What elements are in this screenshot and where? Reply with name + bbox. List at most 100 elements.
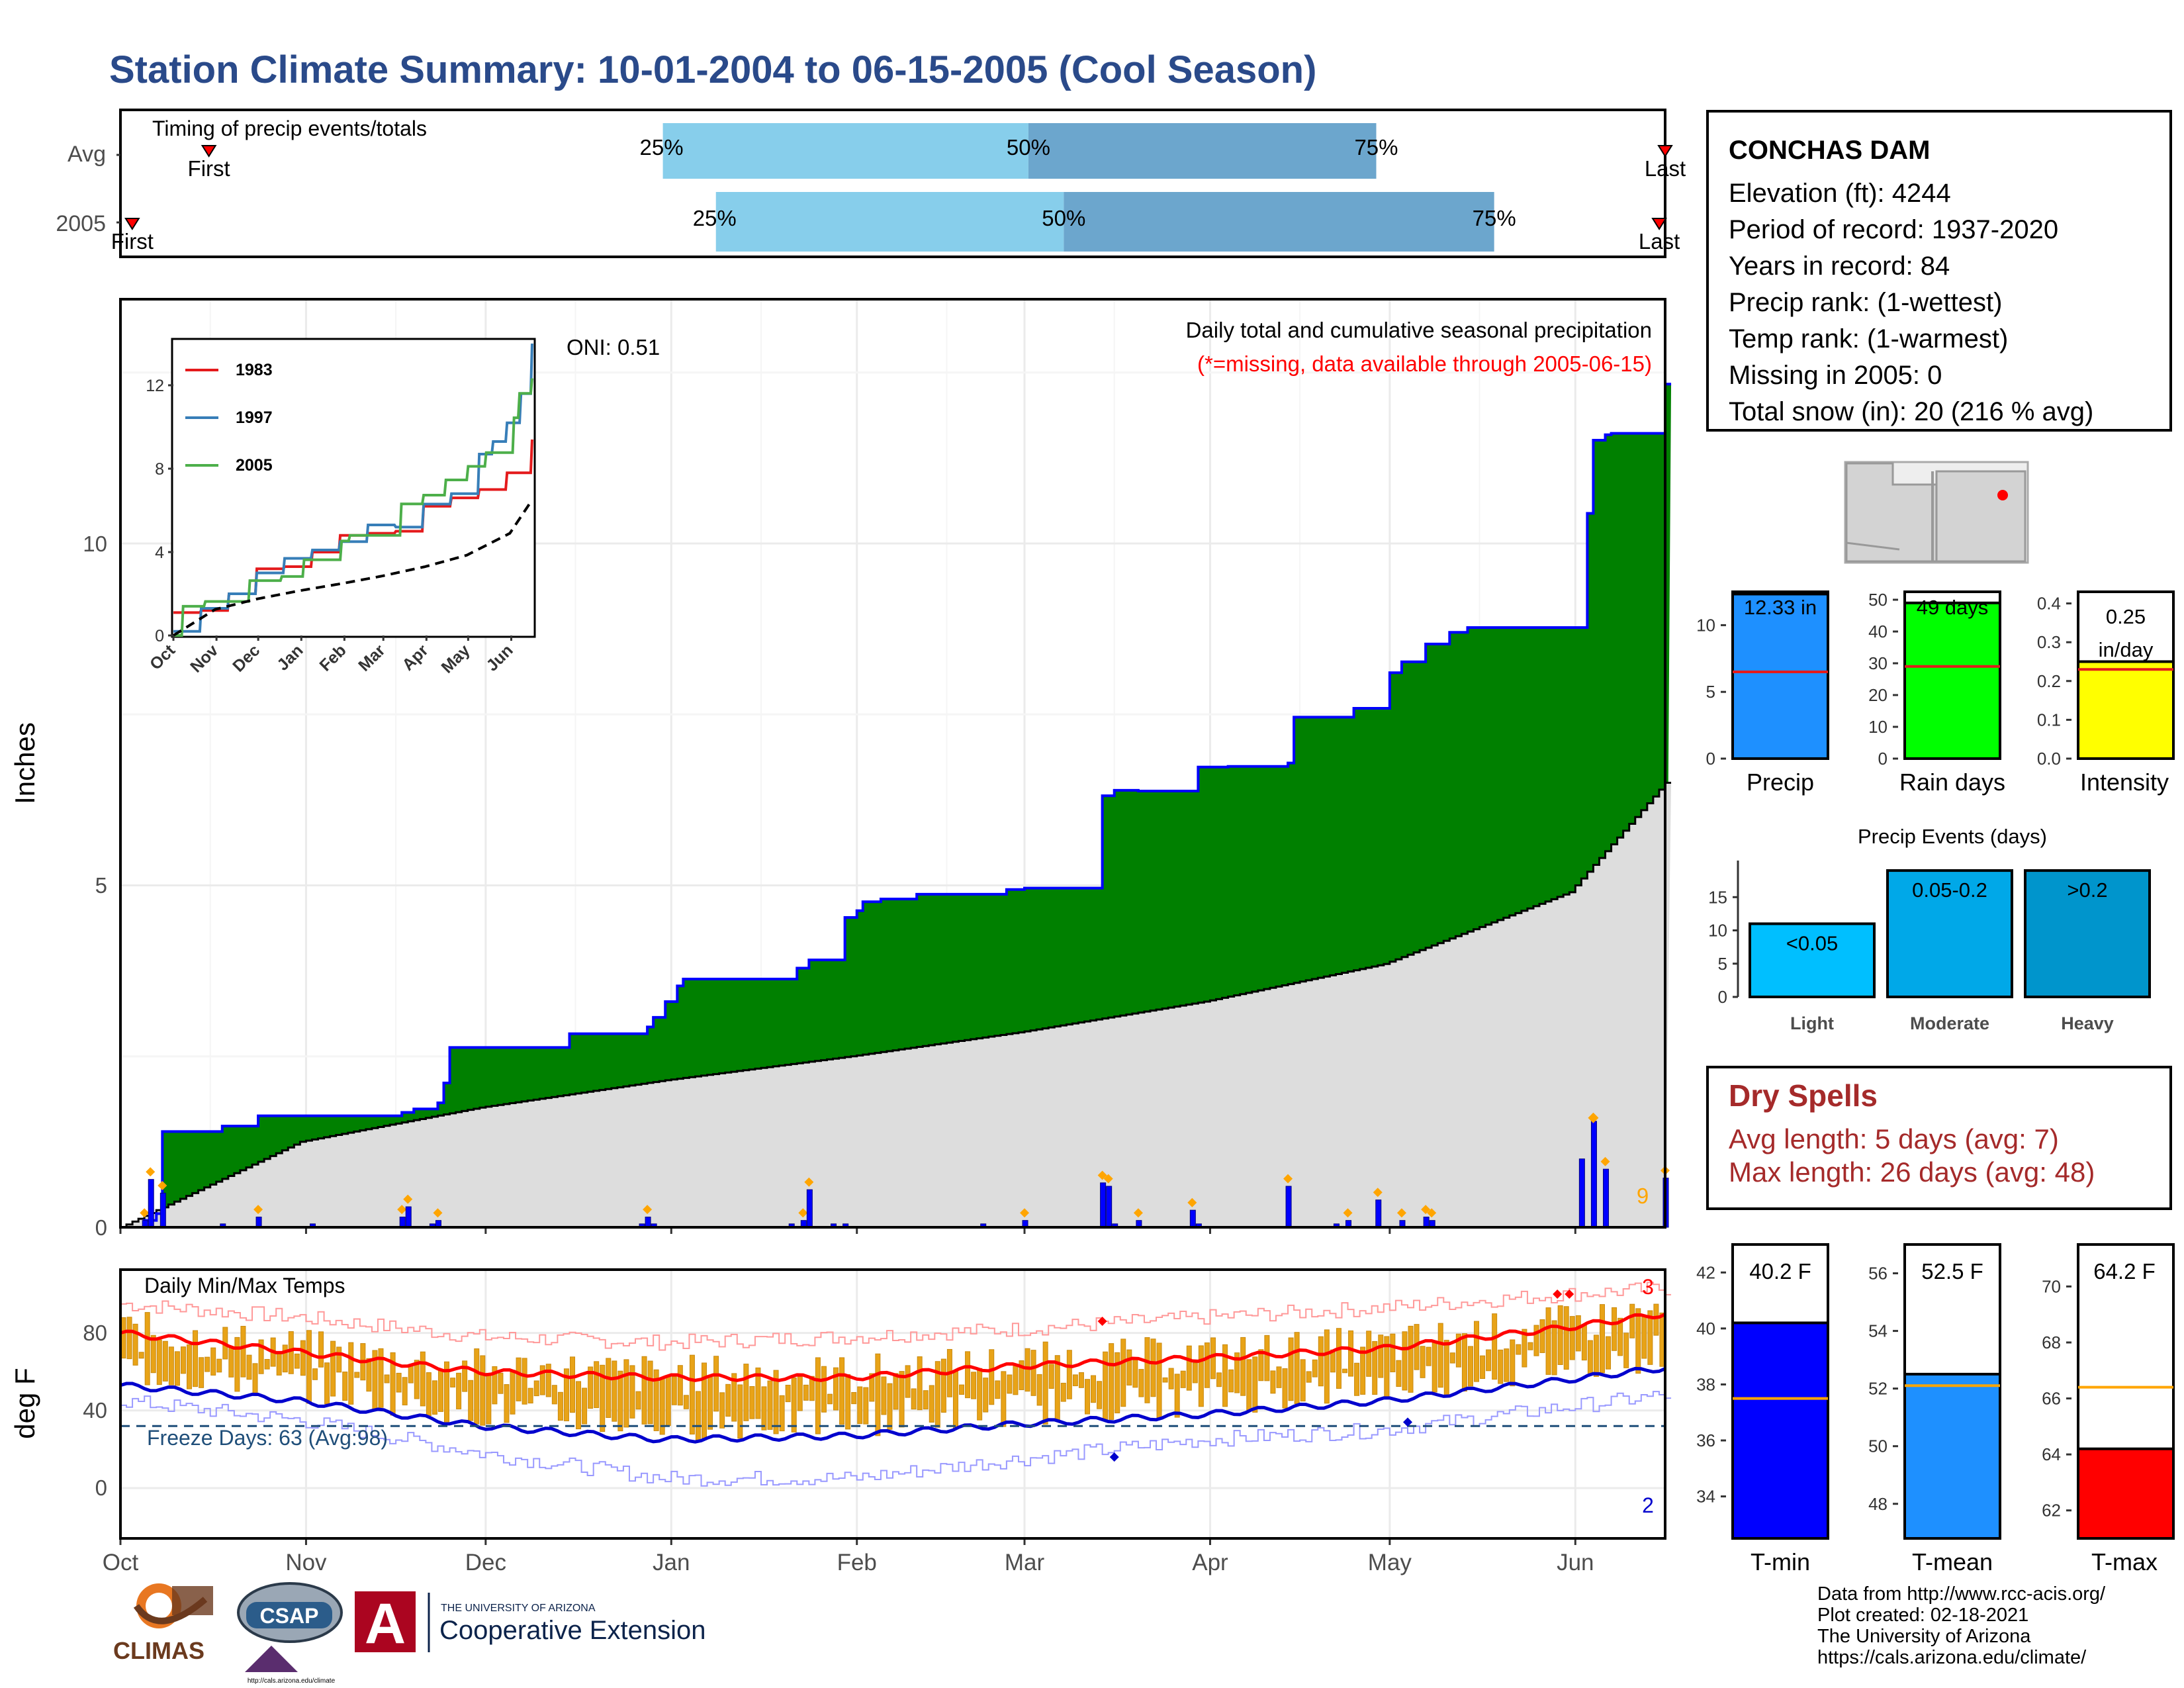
daily-temp-bar — [1522, 1329, 1527, 1368]
temp-bar-ytick-label: 36 — [1696, 1430, 1715, 1450]
daily-precip-bar — [1578, 1158, 1585, 1228]
daily-temp-bar — [444, 1361, 450, 1423]
temp-ylabel: deg F — [9, 1368, 40, 1438]
daily-temp-bar — [1228, 1369, 1234, 1393]
daily-temp-bar — [312, 1368, 318, 1380]
daily-precip-bar — [1399, 1220, 1406, 1228]
daily-temp-bar — [1612, 1307, 1617, 1351]
events-ytick-label: 0 — [1718, 987, 1727, 1007]
daily-precip-bar — [1662, 1178, 1669, 1228]
snow-event-marker — [798, 1208, 808, 1218]
daily-temp-bar — [120, 1317, 126, 1359]
events-bar-label: <0.05 — [1786, 931, 1838, 955]
summary-bar-ytick-label: 0.2 — [2037, 671, 2061, 691]
daily-temp-bar — [1461, 1333, 1467, 1392]
daily-temp-bar — [354, 1372, 360, 1378]
summary-bar-frame — [1903, 590, 2001, 760]
temp-bar-tmean — [1903, 1372, 2001, 1540]
daily-temp-bar — [1486, 1349, 1492, 1372]
timing-quartile-25-50 — [715, 192, 1064, 252]
snow-event-marker — [1343, 1208, 1353, 1218]
daily-temp-bar — [785, 1384, 791, 1403]
daily-temp-bar — [576, 1381, 582, 1430]
daily-temp-bar — [761, 1386, 767, 1430]
daily-temp-bar — [1467, 1346, 1473, 1387]
snow-event-marker — [397, 1205, 407, 1215]
daily-temp-bar — [845, 1374, 851, 1430]
daily-temp-bar — [1408, 1325, 1414, 1393]
daily-temp-bar — [1533, 1325, 1539, 1356]
cumulative-average-line — [120, 782, 1672, 1229]
daily-temp-bar — [588, 1366, 594, 1409]
daily-temp-bar — [1109, 1343, 1115, 1420]
events-category-label: Light — [1790, 1013, 1834, 1033]
daily-temp-bar — [791, 1377, 797, 1432]
daily-precip-bar — [645, 1217, 651, 1228]
inset-xtick-label: Jan — [273, 641, 306, 674]
station-period: Period of record: 1937-2020 — [1729, 215, 2059, 244]
daily-temp-bar — [1480, 1355, 1486, 1380]
inset-line-1983 — [173, 439, 533, 614]
daily-temp-bar — [1426, 1346, 1432, 1366]
events-bar-heavy — [2024, 869, 2151, 998]
daily-temp-bar — [1336, 1328, 1342, 1389]
summary-bar-frame — [2077, 590, 2175, 760]
climas-logo: CLIMAS — [113, 1583, 213, 1664]
daily-temp-bar — [1396, 1360, 1402, 1387]
daily-temp-bar — [162, 1340, 168, 1382]
inset-legend-label: 1997 — [236, 408, 273, 427]
tmax-bar-label: T-max — [2091, 1548, 2158, 1575]
daily-precip-bar — [1429, 1220, 1435, 1228]
temp-bar-ytick-label: 62 — [2042, 1501, 2061, 1521]
daily-temp-bar — [288, 1331, 294, 1374]
inset-ytick-label: 4 — [155, 543, 164, 562]
daily-precip-bar — [1112, 1223, 1118, 1228]
daily-precip-bar — [980, 1223, 987, 1228]
oni-label: ONI: 0.51 — [567, 335, 660, 359]
daily-temp-bar — [336, 1346, 342, 1373]
precip-ytick-10: 10 — [83, 532, 107, 556]
daily-temp-bar — [1599, 1304, 1605, 1374]
daily-temp-bar — [857, 1386, 863, 1425]
daily-temp-bar — [767, 1380, 773, 1430]
average-tmin-line — [120, 1366, 1666, 1444]
daily-temp-bar — [1360, 1346, 1366, 1395]
credit-line: https://cals.arizona.edu/climate/ — [1817, 1647, 2087, 1668]
daily-temp-bar — [1300, 1359, 1306, 1402]
daily-temp-bar — [456, 1372, 462, 1409]
daily-temp-bar — [749, 1385, 755, 1419]
daily-precip-bar — [1100, 1182, 1107, 1228]
daily-temp-bar — [150, 1335, 156, 1374]
temp-ytick-0: 0 — [95, 1476, 107, 1500]
daily-temp-bar — [222, 1327, 228, 1360]
intensity-unit-label: in/day — [2099, 638, 2154, 661]
daily-temp-bar — [408, 1364, 414, 1383]
inset-ytick-label: 12 — [146, 377, 164, 395]
station-snow: Total snow (in): 20 (216 % avg) — [1729, 397, 2094, 426]
timing-first-label: First — [188, 156, 230, 181]
inset-xtick-label: Oct — [146, 641, 179, 674]
snow-event-marker — [1421, 1205, 1431, 1215]
daily-temp-bar — [1126, 1349, 1132, 1385]
csap-logo-text: CSAP — [260, 1604, 319, 1628]
events-bar-label: 0.05-0.2 — [1912, 878, 1987, 902]
timing-p25-label: 25% — [693, 206, 737, 230]
summary-bar-intensity — [2077, 660, 2175, 760]
ua-line1: THE UNIVERSITY OF ARIZONA — [441, 1603, 596, 1614]
temp-xtick-label: Feb — [837, 1550, 877, 1575]
daily-temp-bar — [474, 1348, 480, 1425]
daily-temp-bar — [731, 1373, 737, 1422]
daily-temp-bar — [1474, 1321, 1480, 1382]
daily-temp-bar — [522, 1358, 527, 1405]
daily-temp-bar — [1510, 1339, 1516, 1387]
daily-temp-bar — [1282, 1368, 1288, 1409]
tmin-bar-label: T-min — [1751, 1548, 1810, 1575]
daily-temp-bar — [1539, 1319, 1545, 1353]
credit-line: Data from http://www.rcc-acis.org/ — [1817, 1583, 2106, 1605]
daily-temp-bar — [1437, 1323, 1443, 1388]
snow-event-marker — [253, 1205, 263, 1215]
timing-p75-label: 75% — [1473, 206, 1516, 230]
tmax-value-label: 64.2 F — [2093, 1259, 2156, 1284]
inset-chart: 1983 1997 2005 0 4 8 12 Oct Nov Dec Jan Feb Mar Apr Ma… — [146, 338, 536, 677]
temp-xtick-label: Jan — [653, 1550, 690, 1575]
